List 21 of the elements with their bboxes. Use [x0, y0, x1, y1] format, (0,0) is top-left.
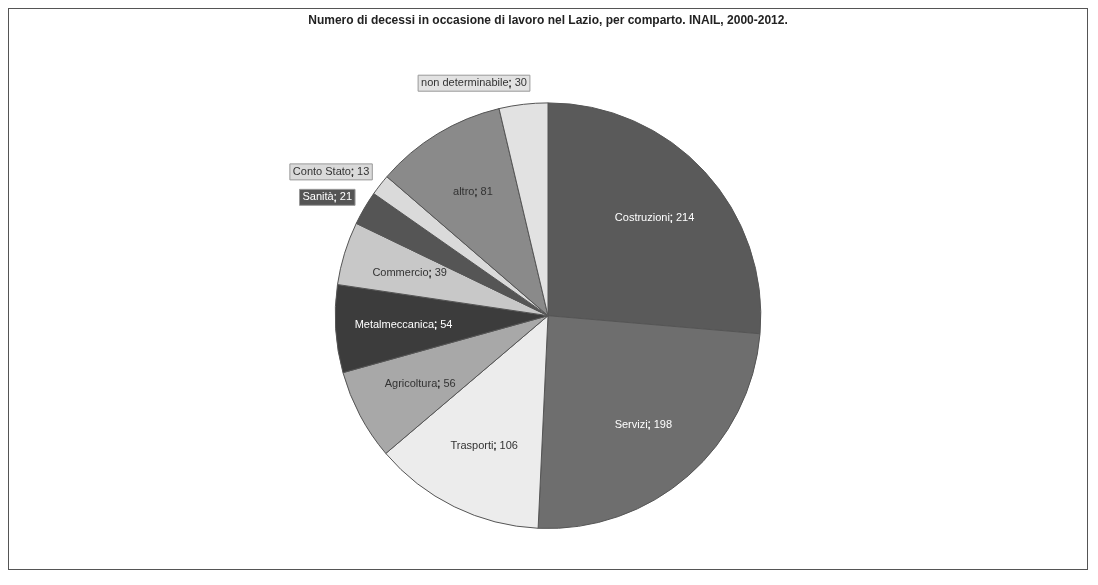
data-label: 13 — [357, 164, 370, 177]
slice-label: Conto Stato — [292, 164, 351, 177]
slice-label: Trasporti — [450, 438, 494, 451]
data-label: 214 — [675, 210, 695, 223]
data-label: 39 — [434, 266, 447, 279]
slice-label: Servizi — [614, 417, 648, 430]
slice-label: Agricoltura — [384, 376, 439, 389]
data-label: 81 — [480, 185, 493, 198]
chart-title: Numero di decessi in occasione di lavoro nel Lazio, per comparto. INAIL, 2000-2012. — [308, 12, 788, 27]
slice-label: non determinabile — [421, 76, 509, 89]
data-label: 56 — [443, 376, 456, 389]
slice-label: Sanità — [302, 190, 335, 203]
data-label: 198 — [653, 417, 673, 430]
data-label: 54 — [440, 317, 453, 330]
data-label: 21 — [339, 190, 353, 203]
slice-label: altro — [453, 185, 475, 198]
slice-label: Metalmeccanica — [354, 317, 436, 330]
data-label: 106 — [499, 438, 518, 451]
data-label: 30 — [514, 76, 527, 89]
slice-label: Commercio — [372, 266, 429, 279]
slice-label: Costruzioni — [614, 210, 670, 223]
